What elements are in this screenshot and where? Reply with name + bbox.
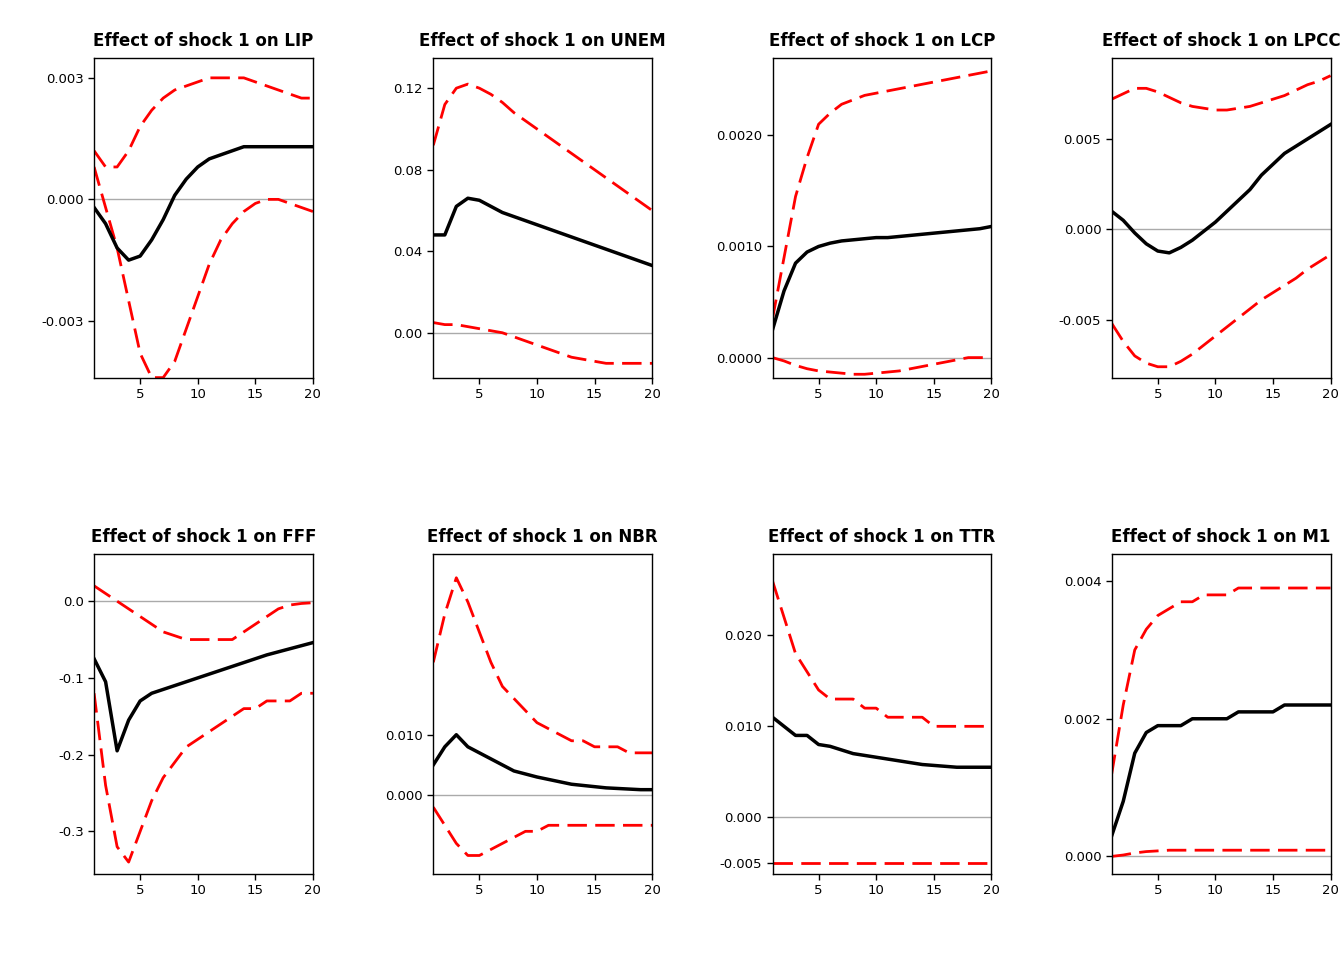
Title: Effect of shock 1 on FFF: Effect of shock 1 on FFF — [91, 529, 316, 546]
Title: Effect of shock 1 on M1: Effect of shock 1 on M1 — [1111, 529, 1331, 546]
Title: Effect of shock 1 on NBR: Effect of shock 1 on NBR — [427, 529, 659, 546]
Title: Effect of shock 1 on LPCC: Effect of shock 1 on LPCC — [1102, 33, 1340, 51]
Title: Effect of shock 1 on TTR: Effect of shock 1 on TTR — [769, 529, 996, 546]
Title: Effect of shock 1 on LIP: Effect of shock 1 on LIP — [93, 33, 313, 51]
Title: Effect of shock 1 on LCP: Effect of shock 1 on LCP — [769, 33, 995, 51]
Title: Effect of shock 1 on UNEM: Effect of shock 1 on UNEM — [419, 33, 667, 51]
